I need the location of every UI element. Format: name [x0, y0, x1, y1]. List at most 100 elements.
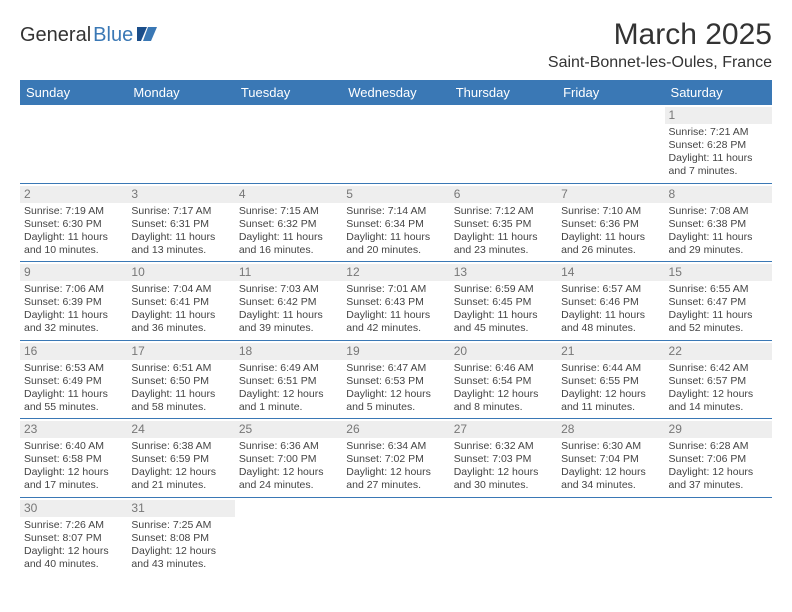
- sunset-line: Sunset: 6:57 PM: [669, 375, 768, 388]
- sunset-line: Sunset: 7:03 PM: [454, 453, 553, 466]
- day-number: 15: [665, 264, 772, 281]
- sunset-line: Sunset: 6:32 PM: [239, 218, 338, 231]
- calendar-cell: 7Sunrise: 7:10 AMSunset: 6:36 PMDaylight…: [557, 183, 664, 262]
- sunset-line: Sunset: 6:39 PM: [24, 296, 123, 309]
- sunrise-line: Sunrise: 6:44 AM: [561, 362, 660, 375]
- day-number: 8: [665, 186, 772, 203]
- sunrise-line: Sunrise: 6:55 AM: [669, 283, 768, 296]
- calendar-cell: 14Sunrise: 6:57 AMSunset: 6:46 PMDayligh…: [557, 262, 664, 341]
- calendar-cell: 18Sunrise: 6:49 AMSunset: 6:51 PMDayligh…: [235, 340, 342, 419]
- sunrise-line: Sunrise: 7:26 AM: [24, 519, 123, 532]
- sunrise-line: Sunrise: 6:34 AM: [346, 440, 445, 453]
- logo-text-2: Blue: [93, 24, 133, 47]
- calendar-cell: 31Sunrise: 7:25 AMSunset: 8:08 PMDayligh…: [127, 497, 234, 575]
- sunrise-line: Sunrise: 7:04 AM: [131, 283, 230, 296]
- day-number: 25: [235, 421, 342, 438]
- calendar-cell: 12Sunrise: 7:01 AMSunset: 6:43 PMDayligh…: [342, 262, 449, 341]
- daylight-line: Daylight: 11 hours: [131, 231, 230, 244]
- sunrise-line: Sunrise: 6:59 AM: [454, 283, 553, 296]
- calendar-cell-empty: [342, 497, 449, 575]
- sunset-line: Sunset: 7:02 PM: [346, 453, 445, 466]
- daylight-line: Daylight: 12 hours: [131, 466, 230, 479]
- sunrise-line: Sunrise: 7:15 AM: [239, 205, 338, 218]
- calendar-cell: 27Sunrise: 6:32 AMSunset: 7:03 PMDayligh…: [450, 419, 557, 498]
- daylight-line: and 48 minutes.: [561, 322, 660, 335]
- day-number: 13: [450, 264, 557, 281]
- day-number: 29: [665, 421, 772, 438]
- daylight-line: Daylight: 12 hours: [561, 466, 660, 479]
- calendar-cell: 26Sunrise: 6:34 AMSunset: 7:02 PMDayligh…: [342, 419, 449, 498]
- sunrise-line: Sunrise: 6:40 AM: [24, 440, 123, 453]
- month-title: March 2025: [548, 18, 772, 52]
- daylight-line: and 29 minutes.: [669, 244, 768, 257]
- daylight-line: Daylight: 12 hours: [131, 545, 230, 558]
- daylight-line: and 36 minutes.: [131, 322, 230, 335]
- calendar-row: 9Sunrise: 7:06 AMSunset: 6:39 PMDaylight…: [20, 262, 772, 341]
- daylight-line: and 24 minutes.: [239, 479, 338, 492]
- calendar-cell: 4Sunrise: 7:15 AMSunset: 6:32 PMDaylight…: [235, 183, 342, 262]
- sunset-line: Sunset: 6:49 PM: [24, 375, 123, 388]
- daylight-line: Daylight: 12 hours: [669, 466, 768, 479]
- calendar-cell: 22Sunrise: 6:42 AMSunset: 6:57 PMDayligh…: [665, 340, 772, 419]
- daylight-line: Daylight: 12 hours: [239, 388, 338, 401]
- sunrise-line: Sunrise: 7:17 AM: [131, 205, 230, 218]
- logo-text-1: General: [20, 24, 91, 47]
- daylight-line: Daylight: 11 hours: [669, 231, 768, 244]
- day-number: 22: [665, 343, 772, 360]
- day-header: Thursday: [450, 80, 557, 105]
- sunrise-line: Sunrise: 7:10 AM: [561, 205, 660, 218]
- daylight-line: Daylight: 11 hours: [561, 309, 660, 322]
- daylight-line: and 5 minutes.: [346, 401, 445, 414]
- daylight-line: and 27 minutes.: [346, 479, 445, 492]
- daylight-line: and 37 minutes.: [669, 479, 768, 492]
- sunset-line: Sunset: 6:35 PM: [454, 218, 553, 231]
- daylight-line: Daylight: 11 hours: [454, 231, 553, 244]
- header: GeneralBlue March 2025 Saint-Bonnet-les-…: [20, 18, 772, 72]
- daylight-line: Daylight: 11 hours: [131, 388, 230, 401]
- day-number: 31: [127, 500, 234, 517]
- calendar-cell: 5Sunrise: 7:14 AMSunset: 6:34 PMDaylight…: [342, 183, 449, 262]
- sunrise-line: Sunrise: 7:19 AM: [24, 205, 123, 218]
- day-number: 24: [127, 421, 234, 438]
- daylight-line: Daylight: 12 hours: [24, 466, 123, 479]
- sunset-line: Sunset: 8:07 PM: [24, 532, 123, 545]
- calendar-cell-empty: [127, 105, 234, 183]
- daylight-line: Daylight: 11 hours: [669, 152, 768, 165]
- sunset-line: Sunset: 6:36 PM: [561, 218, 660, 231]
- calendar-cell: 3Sunrise: 7:17 AMSunset: 6:31 PMDaylight…: [127, 183, 234, 262]
- daylight-line: and 42 minutes.: [346, 322, 445, 335]
- day-number: 26: [342, 421, 449, 438]
- sunrise-line: Sunrise: 7:01 AM: [346, 283, 445, 296]
- sunset-line: Sunset: 6:46 PM: [561, 296, 660, 309]
- day-header: Tuesday: [235, 80, 342, 105]
- logo-flag-icon: [137, 24, 159, 47]
- day-number: 9: [20, 264, 127, 281]
- sunset-line: Sunset: 6:59 PM: [131, 453, 230, 466]
- calendar-cell: 9Sunrise: 7:06 AMSunset: 6:39 PMDaylight…: [20, 262, 127, 341]
- sunset-line: Sunset: 6:38 PM: [669, 218, 768, 231]
- sunrise-line: Sunrise: 7:03 AM: [239, 283, 338, 296]
- daylight-line: and 7 minutes.: [669, 165, 768, 178]
- daylight-line: Daylight: 12 hours: [239, 466, 338, 479]
- calendar-cell: 19Sunrise: 6:47 AMSunset: 6:53 PMDayligh…: [342, 340, 449, 419]
- sunrise-line: Sunrise: 6:47 AM: [346, 362, 445, 375]
- calendar-cell: 21Sunrise: 6:44 AMSunset: 6:55 PMDayligh…: [557, 340, 664, 419]
- daylight-line: Daylight: 11 hours: [239, 309, 338, 322]
- calendar-head: SundayMondayTuesdayWednesdayThursdayFrid…: [20, 80, 772, 105]
- daylight-line: Daylight: 12 hours: [346, 388, 445, 401]
- calendar-cell: 8Sunrise: 7:08 AMSunset: 6:38 PMDaylight…: [665, 183, 772, 262]
- sunset-line: Sunset: 7:04 PM: [561, 453, 660, 466]
- calendar-cell-empty: [557, 105, 664, 183]
- daylight-line: and 43 minutes.: [131, 558, 230, 571]
- calendar-row: 2Sunrise: 7:19 AMSunset: 6:30 PMDaylight…: [20, 183, 772, 262]
- sunset-line: Sunset: 6:58 PM: [24, 453, 123, 466]
- daylight-line: and 23 minutes.: [454, 244, 553, 257]
- calendar-cell: 17Sunrise: 6:51 AMSunset: 6:50 PMDayligh…: [127, 340, 234, 419]
- calendar-row: 16Sunrise: 6:53 AMSunset: 6:49 PMDayligh…: [20, 340, 772, 419]
- calendar-body: 1Sunrise: 7:21 AMSunset: 6:28 PMDaylight…: [20, 105, 772, 575]
- daylight-line: and 10 minutes.: [24, 244, 123, 257]
- calendar-cell-empty: [20, 105, 127, 183]
- day-number: 19: [342, 343, 449, 360]
- day-number: 17: [127, 343, 234, 360]
- daylight-line: Daylight: 11 hours: [346, 309, 445, 322]
